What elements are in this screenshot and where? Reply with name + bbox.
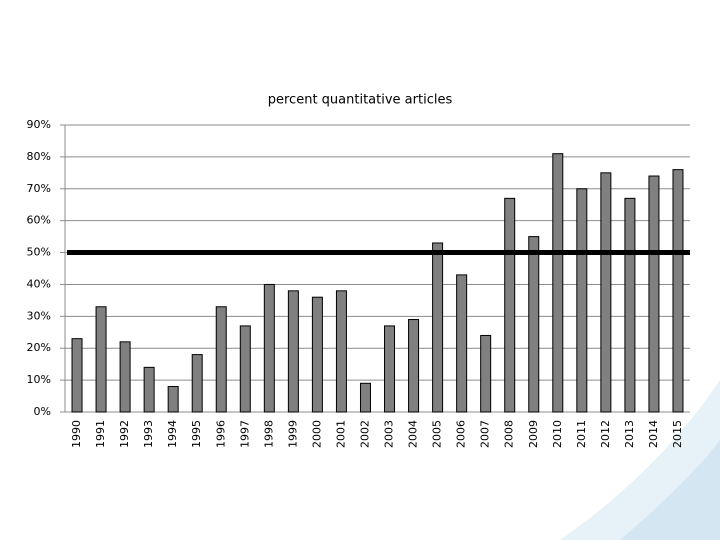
y-tick-label: 10% xyxy=(27,373,51,386)
x-tick-label: 1994 xyxy=(166,420,179,448)
bar xyxy=(456,274,468,413)
x-tick-label: 2005 xyxy=(431,420,444,448)
x-tick-label: 1997 xyxy=(238,420,251,448)
y-tick-label: 20% xyxy=(27,341,51,354)
bar xyxy=(287,290,299,413)
bar xyxy=(95,306,107,413)
bar xyxy=(311,296,323,413)
bar xyxy=(408,319,420,413)
bar xyxy=(191,354,203,413)
y-tick-label: 30% xyxy=(27,309,51,322)
x-tick-label: 1992 xyxy=(118,420,131,448)
bar xyxy=(480,334,492,413)
bar xyxy=(432,242,444,413)
x-tick-label: 1999 xyxy=(286,420,299,448)
x-tick-label: 2010 xyxy=(551,420,564,448)
y-tick-label: 80% xyxy=(27,150,51,163)
y-tick-label: 40% xyxy=(27,277,51,290)
bar xyxy=(624,197,636,413)
x-tick-label: 1998 xyxy=(262,420,275,448)
chart-title: percent quantitative articles xyxy=(268,93,453,108)
bar xyxy=(119,341,131,413)
bar xyxy=(528,236,540,413)
bar xyxy=(576,188,588,413)
y-tick-label: 70% xyxy=(27,182,51,195)
bar xyxy=(504,197,516,413)
x-tick-label: 1993 xyxy=(142,420,155,448)
x-tick-label: 1995 xyxy=(190,420,203,448)
x-tick-label: 2002 xyxy=(358,420,371,448)
bar xyxy=(359,382,371,413)
x-tick-label: 1996 xyxy=(214,420,227,448)
decoration xyxy=(620,440,720,540)
x-tick-label: 2006 xyxy=(455,420,468,448)
bar xyxy=(143,366,155,413)
y-tick-label: 90% xyxy=(27,118,51,131)
bar xyxy=(263,283,275,413)
bar xyxy=(71,338,83,413)
bar xyxy=(239,325,251,413)
y-tick-label: 60% xyxy=(27,214,51,227)
bar xyxy=(552,153,564,413)
bar xyxy=(600,172,612,413)
bar xyxy=(335,290,347,413)
x-tick-label: 2000 xyxy=(310,420,323,448)
bar xyxy=(672,169,684,413)
x-tick-label: 2012 xyxy=(599,420,612,448)
x-tick-label: 2007 xyxy=(479,420,492,448)
x-tick-label: 2001 xyxy=(334,420,347,448)
x-tick-label: 1991 xyxy=(94,420,107,448)
x-tick-label: 2014 xyxy=(647,420,660,448)
bar xyxy=(384,325,396,413)
x-tick-label: 2015 xyxy=(671,420,684,448)
bar xyxy=(215,306,227,413)
x-tick-label: 2004 xyxy=(407,420,420,448)
y-tick-label: 0% xyxy=(34,405,51,418)
bar xyxy=(167,385,179,413)
x-tick-label: 1990 xyxy=(70,420,83,448)
x-tick-label: 2011 xyxy=(575,420,588,448)
bar xyxy=(648,175,660,413)
x-tick-label: 2009 xyxy=(527,420,540,448)
x-tick-label: 2013 xyxy=(623,420,636,448)
x-tick-label: 2008 xyxy=(503,420,516,448)
y-tick-label: 50% xyxy=(27,246,51,259)
x-tick-label: 2003 xyxy=(383,420,396,448)
